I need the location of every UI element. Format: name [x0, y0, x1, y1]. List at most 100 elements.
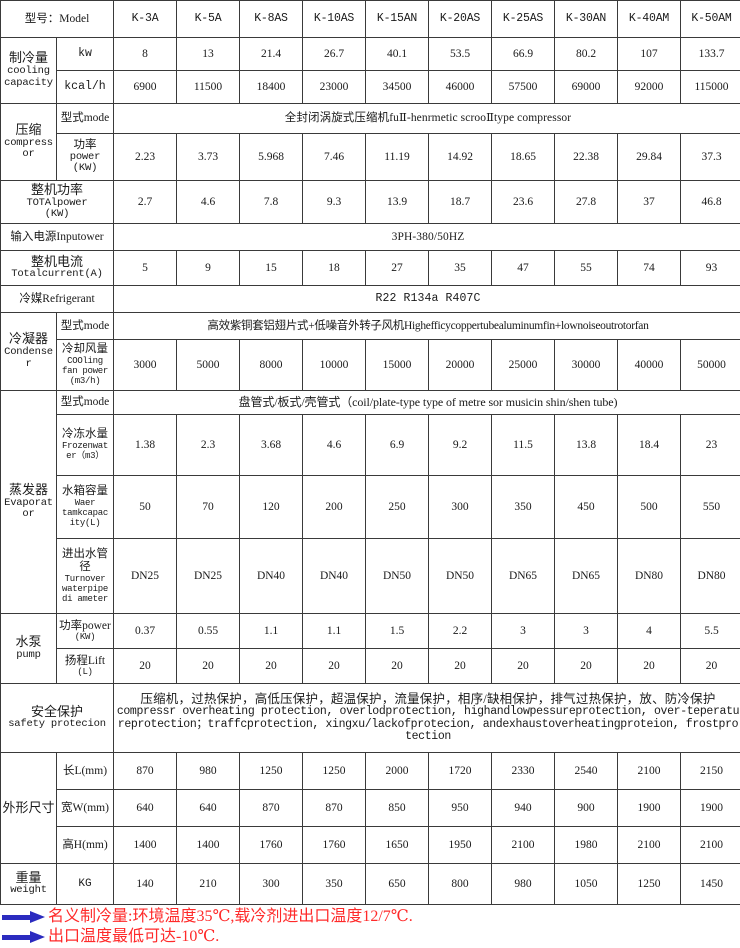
data-cell: 18400 — [240, 71, 303, 104]
data-cell: 1.1 — [240, 614, 303, 649]
data-cell: 8000 — [240, 340, 303, 391]
data-cell: 18.7 — [429, 181, 492, 224]
data-cell: 2100 — [681, 827, 740, 864]
tank-label-en1: Waer — [58, 498, 112, 508]
data-cell: 9 — [177, 251, 240, 286]
data-cell: 5000 — [177, 340, 240, 391]
data-cell: DN40 — [303, 539, 366, 614]
row-label-total-power: 整机功率 TOTAlpower (KW) — [1, 181, 114, 224]
data-cell: DN40 — [240, 539, 303, 614]
pipe-label-en3: di ameter — [58, 594, 112, 604]
sub-label-mode: 型式mode — [57, 391, 114, 415]
data-cell: 22.38 — [555, 134, 618, 181]
frozen-label-en2: er（m3） — [58, 451, 112, 461]
sub-label-pump-power: 功率power (KW) — [57, 614, 114, 649]
data-cell: 3.73 — [177, 134, 240, 181]
fan-label-en1: COOling — [58, 356, 112, 366]
row-label-input-power: 输入电源Inputower — [1, 224, 114, 251]
data-cell: 4 — [618, 614, 681, 649]
data-cell: 15 — [240, 251, 303, 286]
pump-power-cn: 功率power — [58, 620, 112, 633]
data-cell: 11.5 — [492, 415, 555, 476]
table-row-compressor-power: 功率 power (KW) 2.23 3.73 5.968 7.46 11.19… — [1, 134, 740, 181]
data-cell: 800 — [429, 864, 492, 905]
table-row-pump-power: 水泵 pump 功率power (KW) 0.37 0.55 1.1 1.1 1… — [1, 614, 740, 649]
sub-label-mode: 型式mode — [57, 313, 114, 340]
data-cell: 650 — [366, 864, 429, 905]
data-cell: 940 — [492, 790, 555, 827]
data-cell: 1950 — [429, 827, 492, 864]
data-cell: 250 — [366, 476, 429, 539]
data-cell: 1760 — [240, 827, 303, 864]
pipe-label-en2: waterpipe — [58, 584, 112, 594]
data-cell: 14.92 — [429, 134, 492, 181]
data-cell: 133.7 — [681, 38, 740, 71]
input-power-value: 3PH-380/50HZ — [114, 224, 740, 251]
data-cell: DN65 — [555, 539, 618, 614]
data-cell: 13.9 — [366, 181, 429, 224]
data-cell: 2150 — [681, 753, 740, 790]
data-cell: 2.2 — [429, 614, 492, 649]
data-cell: 27.8 — [555, 181, 618, 224]
data-cell: 23.6 — [492, 181, 555, 224]
footer-note-text: 出口温度最低可达-10℃. — [48, 927, 219, 947]
condenser-label-en: Condenser — [2, 347, 55, 371]
data-cell: 5 — [114, 251, 177, 286]
data-cell: 21.4 — [240, 38, 303, 71]
table-row-condenser-fan: 冷却风量 COOling fan power (m3/h) 3000 5000 … — [1, 340, 740, 391]
data-cell: 870 — [114, 753, 177, 790]
data-cell: 2.23 — [114, 134, 177, 181]
data-cell: 0.37 — [114, 614, 177, 649]
row-label-refrigerant: 冷媒Refrigerant — [1, 286, 114, 313]
data-cell: 29.84 — [618, 134, 681, 181]
data-cell: 640 — [177, 790, 240, 827]
data-cell: 1980 — [555, 827, 618, 864]
row-label-cooling-capacity: 制冷量 cooling capacity — [1, 38, 57, 104]
pipe-label-en1: Turnover — [58, 574, 112, 584]
sub-label-water-pipe: 进出水管径 Turnover waterpipe di ameter — [57, 539, 114, 614]
data-cell: 2.3 — [177, 415, 240, 476]
total-power-cn: 整机功率 — [2, 183, 112, 198]
row-label-pump: 水泵 pump — [1, 614, 57, 684]
table-row-total-power: 整机功率 TOTAlpower (KW) 2.7 4.6 7.8 9.3 13.… — [1, 181, 740, 224]
table-row-compressor-mode: 压缩 compressor 型式mode 全封闭涡旋式压缩机fuⅡ-henrme… — [1, 104, 740, 134]
data-cell: 27 — [366, 251, 429, 286]
data-cell: 8 — [114, 38, 177, 71]
data-cell: 5.5 — [681, 614, 740, 649]
data-cell: 53.5 — [429, 38, 492, 71]
row-label-safety: 安全保护 safety protecion — [1, 684, 114, 753]
evaporator-label-en: Evaporator — [2, 498, 55, 522]
data-cell: 350 — [492, 476, 555, 539]
data-cell: 23 — [681, 415, 740, 476]
fan-label-cn: 冷却风量 — [58, 343, 112, 356]
pump-lift-cn: 扬程Lift — [58, 655, 112, 668]
cooling-label-en: cooling capacity — [2, 66, 55, 90]
specification-table: 型号：Model K-3A K-5A K-8AS K-10AS K-15AN K… — [0, 0, 740, 905]
sub-label-tank-capacity: 水箱容量 Waer tamkcapac ity(L) — [57, 476, 114, 539]
pump-power-unit: (KW) — [58, 632, 112, 642]
data-cell: 25000 — [492, 340, 555, 391]
row-label-evaporator: 蒸发器 Evaporator — [1, 391, 57, 614]
data-cell: 1450 — [681, 864, 740, 905]
sub-label-weight-unit: KG — [57, 864, 114, 905]
data-cell: 37.3 — [681, 134, 740, 181]
model-cell: K-10AS — [303, 1, 366, 38]
data-cell: 20 — [240, 649, 303, 684]
data-cell: 92000 — [618, 71, 681, 104]
data-cell: 26.7 — [303, 38, 366, 71]
data-cell: 23000 — [303, 71, 366, 104]
data-cell: 34500 — [366, 71, 429, 104]
data-cell: 13.8 — [555, 415, 618, 476]
data-cell: 20 — [555, 649, 618, 684]
data-cell: 74 — [618, 251, 681, 286]
data-cell: 57500 — [492, 71, 555, 104]
data-cell: 300 — [240, 864, 303, 905]
model-cell: K-8AS — [240, 1, 303, 38]
data-cell: 30000 — [555, 340, 618, 391]
data-cell: 200 — [303, 476, 366, 539]
model-cell: K-40AM — [618, 1, 681, 38]
data-cell: 13 — [177, 38, 240, 71]
data-cell: 3 — [555, 614, 618, 649]
model-cell: K-15AN — [366, 1, 429, 38]
table-row-tank-capacity: 水箱容量 Waer tamkcapac ity(L) 50 70 120 200… — [1, 476, 740, 539]
